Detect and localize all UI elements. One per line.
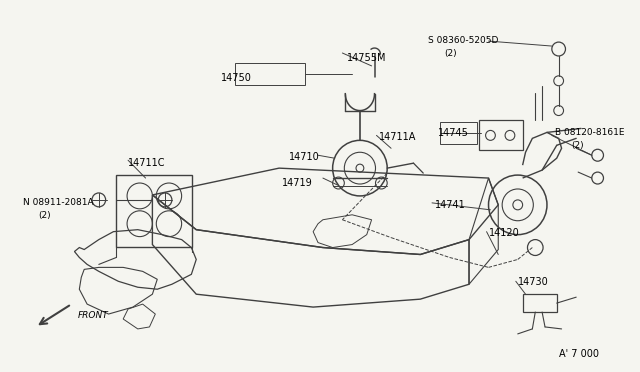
Text: 14741: 14741 — [435, 200, 466, 210]
Text: S 08360-5205D: S 08360-5205D — [428, 36, 499, 45]
Text: 14711A: 14711A — [380, 132, 417, 142]
Text: 14745: 14745 — [438, 128, 468, 138]
Text: 14710: 14710 — [289, 152, 319, 162]
Text: (2): (2) — [572, 141, 584, 150]
Bar — [440, 122, 477, 144]
Text: 14719: 14719 — [282, 178, 313, 188]
Text: FRONT: FRONT — [77, 311, 108, 320]
Text: 14730: 14730 — [518, 277, 548, 287]
Bar — [236, 63, 305, 85]
Bar — [479, 121, 523, 150]
Text: (2): (2) — [445, 49, 458, 58]
Text: 14120: 14120 — [488, 228, 519, 238]
Text: A' 7 000: A' 7 000 — [559, 349, 598, 359]
Text: B 08120-8161E: B 08120-8161E — [555, 128, 624, 137]
Text: N 08911-2081A: N 08911-2081A — [23, 198, 93, 207]
Text: 14750: 14750 — [221, 73, 252, 83]
Text: (2): (2) — [38, 211, 51, 220]
Bar — [523, 294, 557, 312]
Text: 14755M: 14755M — [348, 53, 387, 63]
Text: 14711C: 14711C — [128, 158, 166, 168]
Bar — [116, 175, 193, 247]
